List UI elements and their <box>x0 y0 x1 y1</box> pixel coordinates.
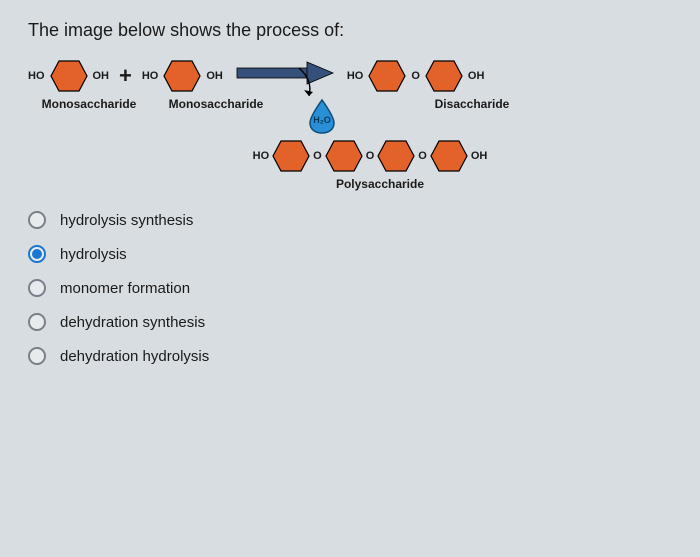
hexagon-icon <box>49 59 89 93</box>
option-label: dehydration synthesis <box>60 314 205 331</box>
mono1-caption: Monosaccharide <box>28 97 150 111</box>
di-right-label: OH <box>468 70 485 82</box>
option-3[interactable]: dehydration synthesis <box>28 313 672 331</box>
di-left-label: HO <box>347 70 364 82</box>
poly-link: O <box>313 150 322 162</box>
mono1-right-label: OH <box>93 70 110 82</box>
option-label: hydrolysis synthesis <box>60 212 193 229</box>
plus-icon: + <box>119 63 132 89</box>
hexagon-icon <box>324 139 364 173</box>
answer-options: hydrolysis synthesis hydrolysis monomer … <box>28 211 672 365</box>
poly-left-label: HO <box>253 150 270 162</box>
radio-icon[interactable] <box>28 279 46 297</box>
water-label: H₂O <box>313 115 331 125</box>
hexagon-icon <box>162 59 202 93</box>
water-drop-icon: H₂O <box>307 98 337 139</box>
option-label: monomer formation <box>60 280 190 297</box>
reaction-row: HO OH + HO OH H₂O <box>28 59 672 93</box>
poly-caption: Polysaccharide <box>88 177 672 191</box>
diagram: HO OH + HO OH H₂O <box>28 59 672 191</box>
question-text: The image below shows the process of: <box>28 20 672 41</box>
di-caption: Disaccharide <box>392 97 552 111</box>
radio-icon[interactable] <box>28 211 46 229</box>
hexagon-icon <box>424 59 464 93</box>
option-1[interactable]: hydrolysis <box>28 245 672 263</box>
option-label: hydrolysis <box>60 246 127 263</box>
reaction-arrow: H₂O <box>235 60 335 93</box>
poly-right-label: OH <box>471 150 488 162</box>
option-0[interactable]: hydrolysis synthesis <box>28 211 672 229</box>
poly-link: O <box>366 150 375 162</box>
reaction-captions: Monosaccharide Monosaccharide Disacchari… <box>28 97 672 111</box>
radio-icon[interactable] <box>28 347 46 365</box>
polysaccharide-row: HO O O O OH <box>68 139 672 173</box>
option-label: dehydration hydrolysis <box>60 348 209 365</box>
di-mid-label: O <box>411 70 420 82</box>
hexagon-icon <box>429 139 469 173</box>
poly-link: O <box>418 150 427 162</box>
hexagon-icon <box>271 139 311 173</box>
mono2-caption: Monosaccharide <box>150 97 282 111</box>
option-4[interactable]: dehydration hydrolysis <box>28 347 672 365</box>
radio-icon[interactable] <box>28 313 46 331</box>
hexagon-icon <box>376 139 416 173</box>
hexagon-icon <box>367 59 407 93</box>
mono1-left-label: HO <box>28 70 45 82</box>
radio-icon[interactable] <box>28 245 46 263</box>
option-2[interactable]: monomer formation <box>28 279 672 297</box>
mono2-right-label: OH <box>206 70 223 82</box>
mono2-left-label: HO <box>142 70 159 82</box>
